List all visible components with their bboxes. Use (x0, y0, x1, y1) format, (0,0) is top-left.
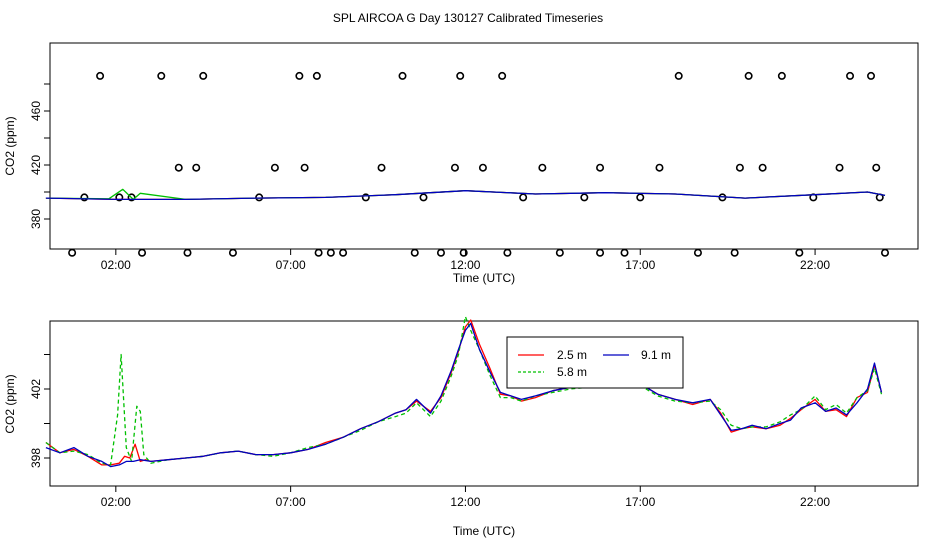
calibration-point (450, 163, 459, 172)
calibration-point (880, 248, 889, 257)
legend-label-5-8m: 5.8 m (557, 365, 587, 379)
calibration-point (596, 248, 605, 257)
bottom-series-lines (45, 315, 883, 468)
calibration-point (96, 71, 105, 80)
calibration-point (183, 248, 192, 257)
calibration-point (228, 248, 237, 257)
legend: 2.5 m 9.1 m 5.8 m (506, 336, 684, 389)
co2-detail-panel: 02:00 07:00 12:00 17:00 22:00 398 402 2.5 m 9… (3, 315, 919, 538)
calibration-point (872, 163, 881, 172)
x-tick-label: 12:00 (450, 258, 480, 272)
calibration-point (314, 248, 323, 257)
calibration-point (326, 248, 335, 257)
calibration-point (157, 71, 166, 80)
calibration-point (758, 163, 767, 172)
series-line-2-5-m (45, 319, 883, 466)
x-tick-label: 07:00 (276, 495, 306, 509)
calibrated-timeseries-panel: 02:00 07:00 12:00 17:00 22:00 380 420 460 Time… (3, 42, 919, 285)
calibration-point (192, 163, 201, 172)
series-line-9-1-m (45, 322, 883, 468)
calibration-point (398, 71, 407, 80)
calibration-point (596, 163, 605, 172)
calibration-point (744, 71, 753, 80)
calibration-point (636, 193, 645, 202)
y-tick-label: 420 (29, 155, 43, 175)
calibration-point (655, 163, 664, 172)
series-line-9-1-m (45, 190, 886, 201)
calibration-point (620, 248, 629, 257)
top-x-axis-label: Time (UTC) (453, 271, 515, 285)
figure-title: SPL AIRCOA G Day 130127 Calibrated Times… (333, 11, 603, 25)
calibration-points (68, 71, 889, 257)
calibration-point (777, 71, 786, 80)
calibration-point (436, 248, 445, 257)
legend-label-9-1m: 9.1 m (641, 348, 671, 362)
calibration-point (538, 163, 547, 172)
x-tick-label: 17:00 (625, 258, 655, 272)
bottom-x-axis: 02:00 07:00 12:00 17:00 22:00 (101, 486, 830, 509)
calibration-point (270, 163, 279, 172)
calibration-point (867, 71, 876, 80)
calibration-point (115, 193, 124, 202)
y-tick-label: 398 (29, 448, 43, 468)
calibration-point (68, 248, 77, 257)
top-series-lines (45, 188, 886, 201)
calibration-point (199, 71, 208, 80)
calibration-point (419, 193, 428, 202)
calibration-point (80, 193, 89, 202)
x-tick-label: 12:00 (450, 495, 480, 509)
x-tick-label: 07:00 (276, 258, 306, 272)
y-tick-label: 460 (29, 101, 43, 121)
x-tick-label: 02:00 (101, 495, 131, 509)
calibration-point (138, 248, 147, 257)
legend-label-2-5m: 2.5 m (557, 348, 587, 362)
calibration-point (674, 71, 683, 80)
top-y-axis-label: CO2 (ppm) (3, 116, 17, 175)
y-tick-label: 402 (29, 379, 43, 399)
bottom-plot-frame (49, 320, 919, 487)
x-tick-label: 17:00 (625, 495, 655, 509)
calibration-point (339, 248, 348, 257)
bottom-y-axis-label: CO2 (ppm) (3, 374, 17, 433)
calibration-point (693, 248, 702, 257)
calibration-point (295, 71, 304, 80)
top-x-axis: 02:00 07:00 12:00 17:00 22:00 (101, 249, 830, 272)
bottom-y-axis: 398 402 (29, 354, 50, 468)
series-line-5-8-m (45, 315, 883, 466)
calibration-point (580, 193, 589, 202)
y-tick-label: 380 (29, 209, 43, 229)
x-tick-label: 02:00 (101, 258, 131, 272)
calibration-point (795, 248, 804, 257)
calibration-point (519, 193, 528, 202)
calibration-point (300, 163, 309, 172)
top-plot-frame (49, 42, 919, 250)
calibration-point (478, 163, 487, 172)
calibration-point (312, 71, 321, 80)
calibration-point (377, 163, 386, 172)
calibration-point (498, 71, 507, 80)
calibration-point (503, 248, 512, 257)
calibration-point (555, 248, 564, 257)
calibration-point (735, 163, 744, 172)
calibration-point (361, 193, 370, 202)
calibration-point (456, 71, 465, 80)
x-tick-label: 22:00 (800, 495, 830, 509)
calibration-point (730, 248, 739, 257)
calibration-point (459, 248, 468, 257)
bottom-x-axis-label: Time (UTC) (453, 524, 515, 538)
top-y-axis: 380 420 460 (29, 83, 50, 229)
calibration-point (174, 163, 183, 172)
calibration-point (410, 248, 419, 257)
x-tick-label: 22:00 (800, 258, 830, 272)
legend-box (506, 336, 684, 389)
calibration-point (846, 71, 855, 80)
calibration-point (835, 163, 844, 172)
